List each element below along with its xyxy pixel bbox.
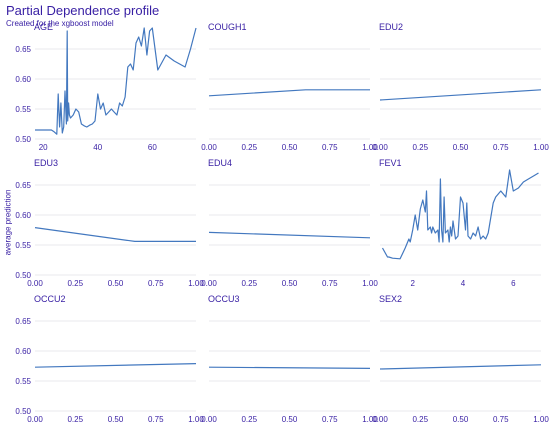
x-tick-label-edu2-1: 0.25 [412,143,428,152]
x-tick-label-edu2-0: 0.00 [372,143,388,152]
series-line-edu2 [379,89,542,101]
x-tick-label-cough1-2: 0.50 [282,143,298,152]
y-tick-label-edu3-1: 0.55 [15,241,31,250]
series-line-fev1 [381,169,539,260]
x-tick-label-edu2-3: 0.75 [493,143,509,152]
x-tick-label-age-2: 60 [148,143,157,152]
x-tick-label-cough1-3: 0.75 [322,143,338,152]
panel-title-edu4: EDU4 [208,158,232,168]
chart-subtitle: Created for the xgboost model [6,19,114,28]
series-line-occu2 [34,363,197,368]
x-tick-label-edu3-1: 0.25 [67,279,83,288]
series-line-occu3 [208,366,371,369]
panel-title-fev1: FEV1 [379,158,402,168]
x-tick-label-occu2-2: 0.50 [108,415,124,424]
panel-title-sex2: SEX2 [379,294,402,304]
x-tick-label-occu2-1: 0.25 [67,415,83,424]
y-tick-label-edu3-3: 0.65 [15,181,31,190]
x-tick-label-edu4-4: 1.00 [362,279,378,288]
x-tick-label-sex2-2: 0.50 [453,415,469,424]
x-tick-label-sex2-1: 0.25 [412,415,428,424]
chart-title: Partial Dependence profile [6,3,160,18]
x-tick-label-occu3-2: 0.50 [282,415,298,424]
panel-title-cough1: COUGH1 [208,22,247,32]
y-axis-label: average prediction [3,189,13,256]
y-tick-label-age-0: 0.50 [15,135,31,144]
y-tick-label-age-1: 0.55 [15,105,31,114]
series-line-cough1 [208,89,370,97]
x-tick-label-fev1-2: 6 [511,279,516,288]
x-tick-label-edu4-3: 0.75 [322,279,338,288]
panel-title-occu2: OCCU2 [34,294,66,304]
y-tick-label-occu2-1: 0.55 [15,377,31,386]
x-tick-label-cough1-4: 1.00 [362,143,378,152]
x-tick-label-occu2-3: 0.75 [148,415,164,424]
y-tick-label-age-2: 0.60 [15,75,31,84]
x-tick-label-occu2-0: 0.00 [27,415,43,424]
x-tick-label-occu3-1: 0.25 [241,415,257,424]
x-tick-label-sex2-4: 1.00 [533,415,549,424]
x-tick-label-edu3-3: 0.75 [148,279,164,288]
x-tick-label-age-0: 20 [39,143,48,152]
panel-title-edu2: EDU2 [379,22,403,32]
panel-title-edu3: EDU3 [34,158,58,168]
x-tick-label-cough1-0: 0.00 [201,143,217,152]
series-line-edu3 [34,227,196,242]
x-tick-label-edu2-4: 1.00 [533,143,549,152]
x-tick-label-edu4-1: 0.25 [241,279,257,288]
x-tick-label-fev1-0: 2 [410,279,415,288]
y-tick-label-occu2-3: 0.65 [15,317,31,326]
x-tick-label-cough1-1: 0.25 [241,143,257,152]
x-tick-label-edu3-4: 1.00 [188,279,204,288]
series-line-sex2 [379,364,542,370]
y-tick-label-edu3-0: 0.50 [15,271,31,280]
y-tick-label-age-3: 0.65 [15,45,31,54]
x-tick-label-edu4-0: 0.00 [201,279,217,288]
series-line-edu4 [208,231,371,239]
x-tick-label-sex2-0: 0.00 [372,415,388,424]
x-tick-label-occu3-3: 0.75 [322,415,338,424]
x-tick-label-age-1: 40 [93,143,102,152]
x-tick-label-sex2-3: 0.75 [493,415,509,424]
x-tick-label-edu2-2: 0.50 [453,143,469,152]
x-tick-label-occu3-0: 0.00 [201,415,217,424]
series-line-age [35,27,197,135]
x-tick-label-occu2-4: 1.00 [188,415,204,424]
x-tick-label-edu3-0: 0.00 [27,279,43,288]
y-tick-label-edu3-2: 0.60 [15,211,31,220]
y-tick-label-occu2-2: 0.60 [15,347,31,356]
x-tick-label-fev1-1: 4 [461,279,466,288]
y-tick-label-occu2-0: 0.50 [15,407,31,416]
panel-title-age: AGE [34,22,53,32]
x-tick-label-occu3-4: 1.00 [362,415,378,424]
panel-title-occu3: OCCU3 [208,294,240,304]
x-tick-label-edu3-2: 0.50 [108,279,124,288]
x-tick-label-edu4-2: 0.50 [282,279,298,288]
